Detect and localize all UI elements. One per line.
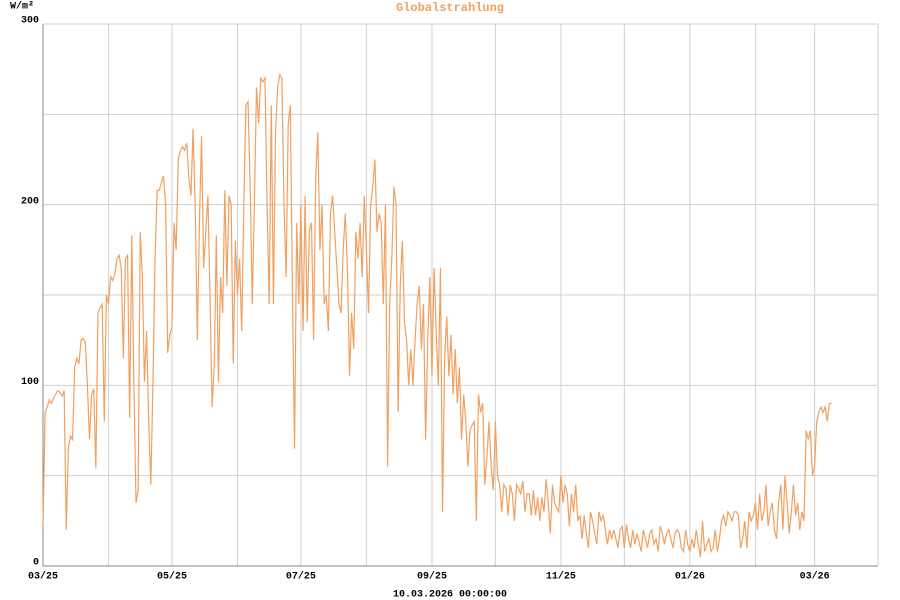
- x-tick-label: 05/25: [157, 571, 187, 583]
- x-tick-label: 03/25: [28, 571, 58, 583]
- x-tick-label: 03/26: [800, 571, 830, 583]
- x-tick-label: 09/25: [417, 571, 447, 583]
- x-tick-label: 07/25: [286, 571, 316, 583]
- y-axis-label: W/m²: [10, 1, 34, 13]
- timestamp: 10.03.2026 00:00:00: [393, 590, 507, 600]
- chart-title: Globalstrahlung: [396, 1, 504, 15]
- y-tick-label: 200: [21, 196, 39, 207]
- data-line: [42, 72, 832, 558]
- y-tick-label: 0: [33, 558, 39, 569]
- x-tick-label: 01/26: [675, 571, 705, 583]
- y-tick-label: 100: [21, 377, 39, 388]
- x-tick-label: 11/25: [546, 571, 576, 583]
- y-tick-label: 300: [21, 16, 39, 27]
